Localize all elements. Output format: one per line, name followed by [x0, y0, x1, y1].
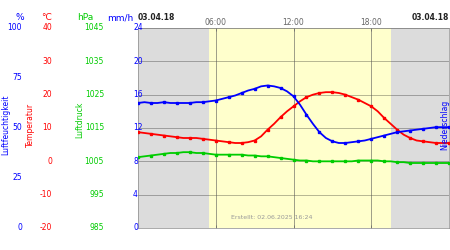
- Text: %: %: [16, 14, 24, 22]
- Text: 1035: 1035: [85, 57, 104, 66]
- Text: °C: °C: [41, 14, 52, 22]
- Text: 12: 12: [133, 124, 143, 132]
- Text: -10: -10: [40, 190, 52, 199]
- Text: 24: 24: [133, 24, 143, 32]
- Text: 30: 30: [42, 57, 52, 66]
- Text: 4: 4: [133, 190, 138, 199]
- Text: Niederschlag: Niederschlag: [441, 100, 450, 150]
- Text: 25: 25: [13, 174, 22, 182]
- Text: 03.04.18: 03.04.18: [412, 13, 449, 22]
- Text: 16: 16: [133, 90, 143, 99]
- Text: Luftfeuchtigkeit: Luftfeuchtigkeit: [1, 95, 10, 155]
- Text: 0: 0: [47, 157, 52, 166]
- Text: 20: 20: [42, 90, 52, 99]
- Text: 8: 8: [133, 157, 138, 166]
- Text: 20: 20: [133, 57, 143, 66]
- Bar: [209, 28, 391, 228]
- Text: 1045: 1045: [85, 24, 104, 32]
- Text: 0: 0: [133, 224, 138, 232]
- Text: 75: 75: [12, 74, 22, 82]
- Text: 03.04.18: 03.04.18: [138, 13, 176, 22]
- Text: -20: -20: [40, 224, 52, 232]
- Text: Temperatur: Temperatur: [26, 103, 35, 147]
- Text: Erstellt: 02.06.2025 16:24: Erstellt: 02.06.2025 16:24: [231, 215, 313, 220]
- Text: 995: 995: [90, 190, 104, 199]
- Text: 50: 50: [12, 124, 22, 132]
- Text: 1025: 1025: [85, 90, 104, 99]
- Text: 1015: 1015: [85, 124, 104, 132]
- Text: 100: 100: [8, 24, 22, 32]
- Text: hPa: hPa: [77, 14, 93, 22]
- Text: 0: 0: [17, 224, 22, 232]
- Text: 10: 10: [42, 124, 52, 132]
- Text: mm/h: mm/h: [107, 14, 133, 22]
- Text: Luftdruck: Luftdruck: [76, 102, 85, 138]
- Text: 985: 985: [90, 224, 104, 232]
- Text: 1005: 1005: [85, 157, 104, 166]
- Text: 40: 40: [42, 24, 52, 32]
